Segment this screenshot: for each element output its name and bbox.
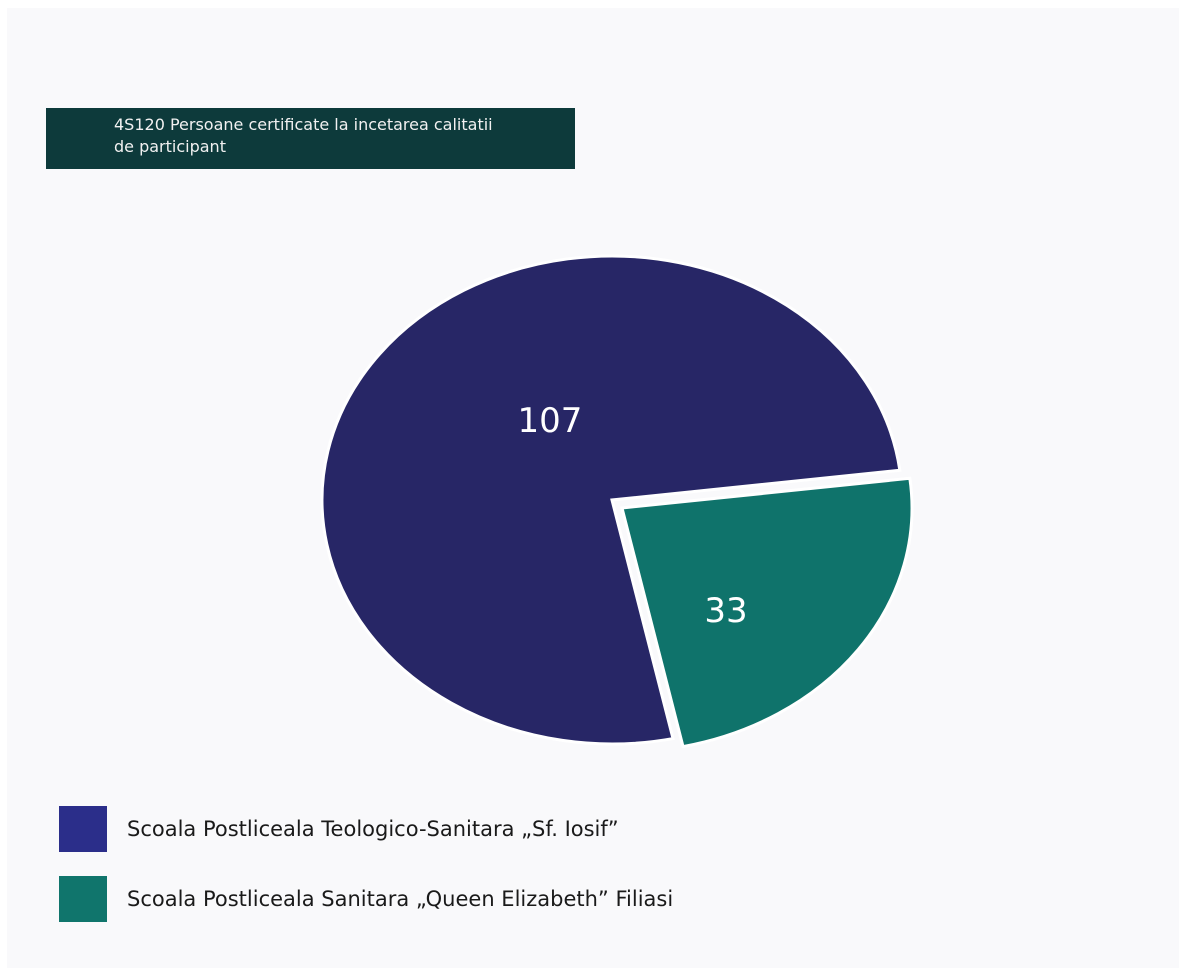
pie-slice-sf-iosif	[320, 254, 902, 746]
slice-label-sf-iosif: 107	[518, 401, 583, 441]
legend-item-sf-iosif: Scoala Postliceala Teologico-Sanitara „S…	[59, 806, 673, 852]
legend-label-queen-elizabeth: Scoala Postliceala Sanitara „Queen Eliza…	[127, 887, 674, 911]
pie-slice-queen-elizabeth	[620, 476, 914, 749]
legend-label-sf-iosif: Scoala Postliceala Teologico-Sanitara „S…	[127, 817, 619, 841]
legend-swatch-queen-elizabeth	[59, 876, 107, 922]
chart-title: 4S120 Persoane certificate la incetarea …	[46, 108, 575, 169]
legend: Scoala Postliceala Teologico-Sanitara „S…	[59, 806, 673, 946]
chart-title-line-1: 4S120 Persoane certificate la incetarea …	[114, 115, 493, 134]
chart-title-line-2: de participant	[114, 137, 226, 156]
legend-swatch-sf-iosif	[59, 806, 107, 852]
slice-label-queen-elizabeth: 33	[704, 591, 747, 631]
legend-item-queen-elizabeth: Scoala Postliceala Sanitara „Queen Eliza…	[59, 876, 673, 922]
